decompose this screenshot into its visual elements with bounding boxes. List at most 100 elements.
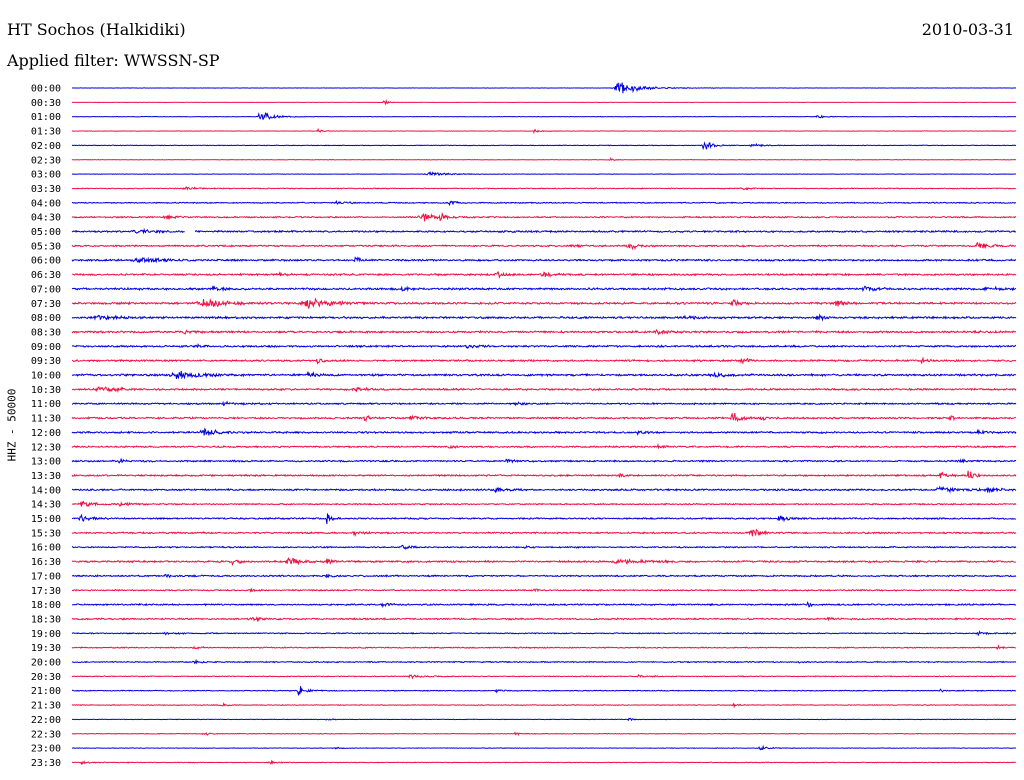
trace-line (71, 285, 1017, 293)
trace-line (71, 686, 1016, 696)
trace-line (71, 242, 1017, 251)
trace-line (71, 141, 1017, 151)
time-tick-label: 17:00 (31, 571, 61, 582)
date-label: 2010-03-31 (921, 20, 1014, 39)
time-tick-label: 09:30 (31, 356, 61, 367)
time-tick-label: 15:00 (31, 514, 61, 525)
trace-line (71, 443, 1017, 450)
station-title: HT Sochos (Halkidiki) (7, 20, 186, 39)
trace-line (71, 82, 1017, 94)
time-tick-label: 01:30 (31, 127, 61, 138)
trace-line (71, 513, 1017, 524)
time-tick-label: 08:30 (31, 327, 61, 338)
trace-line (71, 211, 1017, 222)
time-tick-label: 03:30 (31, 184, 61, 195)
trace-line (71, 313, 1017, 322)
time-tick-label: 04:30 (31, 213, 61, 224)
trace-line (71, 544, 1017, 550)
time-tick-label: 12:30 (31, 442, 61, 453)
trace-line (71, 470, 1017, 479)
time-tick-label: 03:00 (31, 170, 61, 181)
trace-line (71, 127, 1017, 135)
trace-line (71, 271, 1017, 279)
time-tick-label: 00:30 (31, 98, 61, 109)
time-tick-label: 20:00 (31, 658, 61, 669)
time-tick-label: 11:00 (31, 399, 61, 410)
time-tick-label: 06:30 (31, 270, 61, 281)
time-tick-label: 13:30 (31, 471, 61, 482)
time-tick-label: 12:00 (31, 428, 61, 439)
time-tick-label: 10:00 (31, 371, 61, 382)
trace-line (71, 673, 1017, 680)
trace-line (71, 297, 1017, 310)
time-tick-label: 06:00 (31, 256, 61, 267)
trace-line (71, 557, 1017, 567)
trace-line (71, 400, 1017, 407)
trace-line (71, 658, 1017, 665)
time-tick-label: 04:00 (31, 198, 61, 209)
trace-line (71, 256, 1017, 264)
time-tick-label: 16:30 (31, 557, 61, 568)
time-tick-label: 08:00 (31, 313, 61, 324)
time-tick-label: 20:30 (31, 672, 61, 683)
trace-line (71, 701, 1017, 709)
trace-line (71, 485, 1017, 494)
time-tick-label: 09:00 (31, 342, 61, 353)
trace-line (71, 744, 1017, 751)
time-tick-label: 19:30 (31, 643, 61, 654)
trace-line (71, 600, 1016, 609)
time-tick-label: 22:00 (31, 715, 61, 726)
time-tick-label: 05:30 (31, 241, 61, 252)
trace-line (71, 171, 1017, 177)
trace-line (71, 759, 1017, 766)
time-tick-label: 18:00 (31, 600, 61, 611)
trace-line (71, 199, 1017, 207)
trace-line (71, 412, 1017, 423)
trace-line (71, 157, 1017, 161)
trace-line (71, 370, 1017, 380)
time-tick-label: 21:00 (31, 686, 61, 697)
time-tick-label: 07:00 (31, 284, 61, 295)
trace-line (71, 573, 1017, 579)
time-tick-label: 22:30 (31, 729, 61, 740)
trace-line (71, 112, 1017, 120)
time-tick-label: 02:00 (31, 141, 61, 152)
time-tick-label: 23:30 (31, 758, 61, 769)
time-tick-label: 00:00 (31, 84, 61, 95)
time-tick-label: 16:00 (31, 543, 61, 554)
time-tick-label: 17:30 (31, 586, 61, 597)
time-tick-label: 19:00 (31, 629, 61, 640)
time-tick-label: 07:30 (31, 299, 61, 310)
time-tick-label: 21:30 (31, 701, 61, 712)
time-tick-label: 15:30 (31, 528, 61, 539)
trace-line (71, 99, 1017, 106)
trace-line (71, 328, 1017, 336)
time-tick-label: 14:00 (31, 485, 61, 496)
trace-line (71, 500, 1017, 508)
time-tick-label: 23:00 (31, 744, 61, 755)
trace-line (71, 630, 1017, 637)
trace-line (71, 717, 1017, 722)
trace-line (71, 186, 1017, 191)
trace-line (71, 427, 1017, 436)
trace-line (71, 342, 1017, 350)
trace-line (71, 616, 1017, 623)
trace-line (71, 386, 1017, 393)
time-tick-label: 18:30 (31, 614, 61, 625)
trace-line (71, 528, 1017, 537)
time-tick-label: 11:30 (31, 414, 61, 425)
trace-line (71, 587, 1017, 593)
trace-line (71, 644, 1017, 651)
trace-line (71, 731, 1017, 737)
trace-line (71, 458, 1017, 464)
time-tick-label: 14:30 (31, 500, 61, 511)
time-tick-label: 13:00 (31, 457, 61, 468)
time-tick-label: 02:30 (31, 155, 61, 166)
filter-label: Applied filter: WWSSN-SP (7, 51, 220, 70)
time-tick-label: 01:00 (31, 112, 61, 123)
time-tick-label: 05:00 (31, 227, 61, 238)
time-tick-label: 10:30 (31, 385, 61, 396)
trace-line (71, 356, 1017, 365)
trace-line (71, 227, 1017, 235)
